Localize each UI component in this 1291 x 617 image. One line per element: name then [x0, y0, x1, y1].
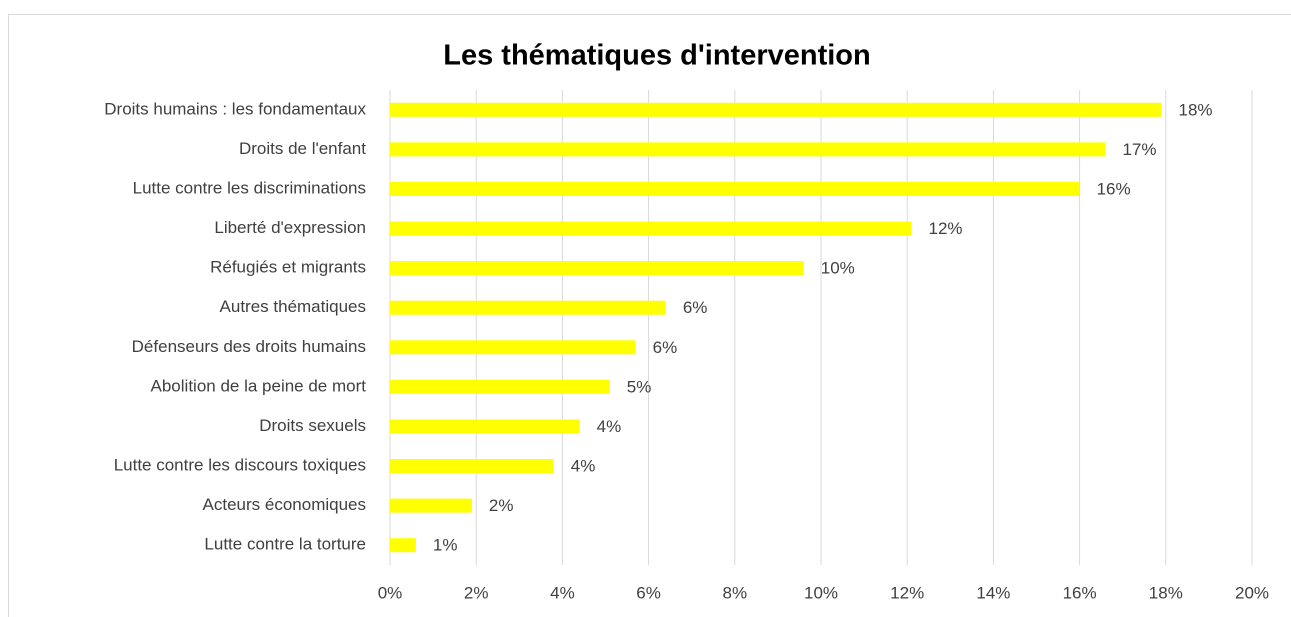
y-tick-label: Droits sexuels — [259, 416, 366, 435]
data-label: 6% — [653, 338, 678, 357]
data-label: 12% — [929, 219, 963, 238]
x-tick-label: 2% — [464, 583, 489, 602]
bar — [390, 221, 912, 236]
data-label: 1% — [433, 536, 458, 555]
y-tick-label: Liberté d'expression — [214, 218, 366, 237]
chart-title: Les thématiques d'intervention — [443, 40, 870, 72]
bar — [390, 340, 636, 355]
y-tick-label: Droits de l'enfant — [239, 139, 366, 158]
y-tick-label: Acteurs économiques — [203, 495, 366, 514]
y-tick-label: Réfugiés et migrants — [210, 258, 366, 277]
bar — [390, 181, 1080, 196]
bar — [390, 261, 804, 276]
chart-border — [8, 14, 1291, 617]
data-label: 4% — [597, 417, 622, 436]
x-tick-label: 12% — [890, 583, 924, 602]
x-tick-label: 6% — [636, 583, 661, 602]
x-tick-label: 18% — [1149, 583, 1183, 602]
y-tick-label: Défenseurs des droits humains — [132, 337, 366, 356]
x-tick-label: 16% — [1063, 583, 1097, 602]
data-label: 6% — [683, 298, 708, 317]
data-label: 2% — [489, 496, 514, 515]
y-tick-label: Lutte contre la torture — [204, 535, 366, 554]
data-label: 10% — [821, 259, 855, 278]
bar — [390, 300, 666, 315]
y-tick-label: Abolition de la peine de mort — [151, 376, 367, 395]
bar — [390, 459, 554, 474]
y-tick-label: Lutte contre les discriminations — [133, 178, 366, 197]
x-tick-label: 14% — [976, 583, 1010, 602]
y-tick-label: Droits humains : les fondamentaux — [104, 99, 366, 118]
x-tick-label: 20% — [1235, 583, 1269, 602]
y-tick-label: Autres thématiques — [220, 297, 366, 316]
bar — [390, 102, 1162, 117]
bar — [390, 498, 472, 513]
data-label: 18% — [1178, 100, 1212, 119]
bar — [390, 379, 610, 394]
bar — [390, 538, 416, 553]
bar — [390, 419, 580, 434]
data-label: 5% — [627, 377, 652, 396]
x-tick-label: 0% — [378, 583, 403, 602]
y-tick-label: Lutte contre les discours toxiques — [114, 456, 366, 475]
x-tick-label: 8% — [723, 583, 748, 602]
bar — [390, 142, 1106, 157]
x-tick-label: 4% — [550, 583, 575, 602]
data-label: 17% — [1122, 140, 1156, 159]
x-tick-label: 10% — [804, 583, 838, 602]
data-label: 16% — [1097, 179, 1131, 198]
data-label: 4% — [571, 457, 596, 476]
